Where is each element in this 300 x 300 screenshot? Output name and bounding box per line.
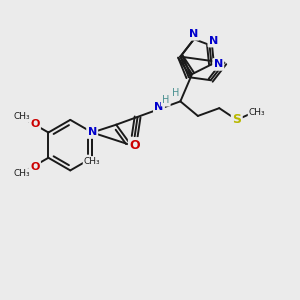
Text: CH₃: CH₃ <box>14 169 31 178</box>
Text: CH₃: CH₃ <box>249 107 266 116</box>
Text: N: N <box>189 29 199 39</box>
Text: N: N <box>88 128 97 137</box>
Text: O: O <box>129 139 140 152</box>
Text: O: O <box>30 119 40 129</box>
Text: O: O <box>30 161 40 172</box>
Text: H: H <box>172 88 179 98</box>
Text: N: N <box>209 36 218 46</box>
Text: CH₃: CH₃ <box>84 157 101 166</box>
Text: CH₃: CH₃ <box>14 112 31 121</box>
Text: H: H <box>162 95 169 105</box>
Text: N: N <box>214 59 223 69</box>
Text: N: N <box>154 102 164 112</box>
Text: S: S <box>232 113 241 126</box>
